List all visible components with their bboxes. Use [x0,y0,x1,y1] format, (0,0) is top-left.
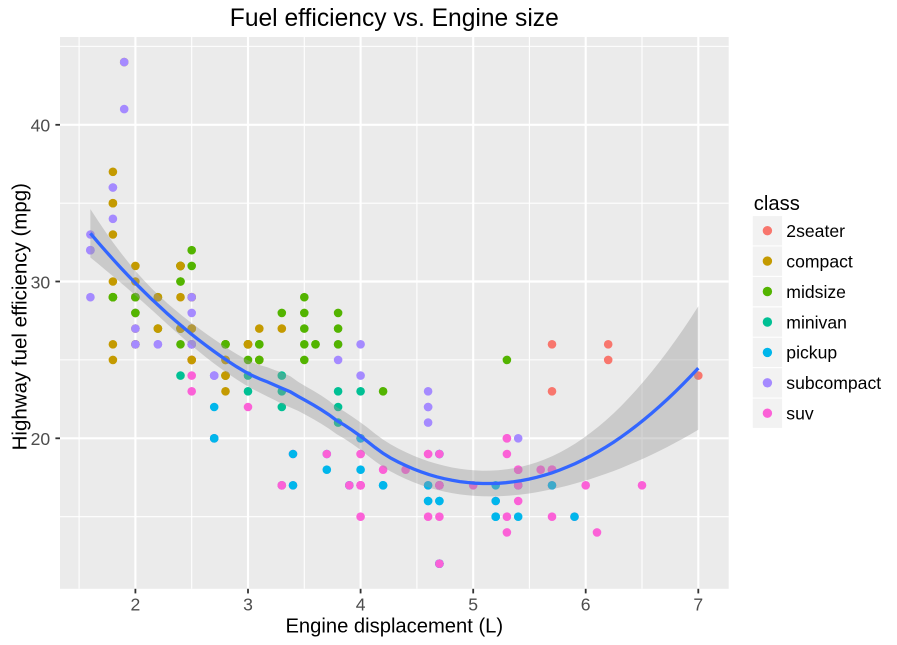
svg-text:Fuel efficiency vs. Engine siz: Fuel efficiency vs. Engine size [230,5,559,32]
svg-text:pickup: pickup [786,343,837,363]
svg-text:4: 4 [356,594,366,614]
svg-text:6: 6 [581,594,591,614]
svg-text:midsize: midsize [786,282,846,302]
svg-text:class: class [754,193,800,215]
svg-text:suv: suv [786,404,814,424]
svg-text:Engine displacement (L): Engine displacement (L) [285,616,503,638]
svg-text:subcompact: subcompact [786,373,881,393]
svg-text:Highway fuel efficiency (mpg): Highway fuel efficiency (mpg) [9,183,32,450]
svg-text:40: 40 [31,116,51,136]
svg-text:3: 3 [243,594,253,614]
svg-text:minivan: minivan [786,312,847,332]
svg-text:5: 5 [468,594,478,614]
svg-text:2seater: 2seater [786,221,845,241]
svg-text:2: 2 [131,594,141,614]
svg-text:20: 20 [31,429,51,449]
svg-text:compact: compact [786,251,853,271]
svg-text:30: 30 [31,272,51,292]
svg-text:7: 7 [693,594,703,614]
